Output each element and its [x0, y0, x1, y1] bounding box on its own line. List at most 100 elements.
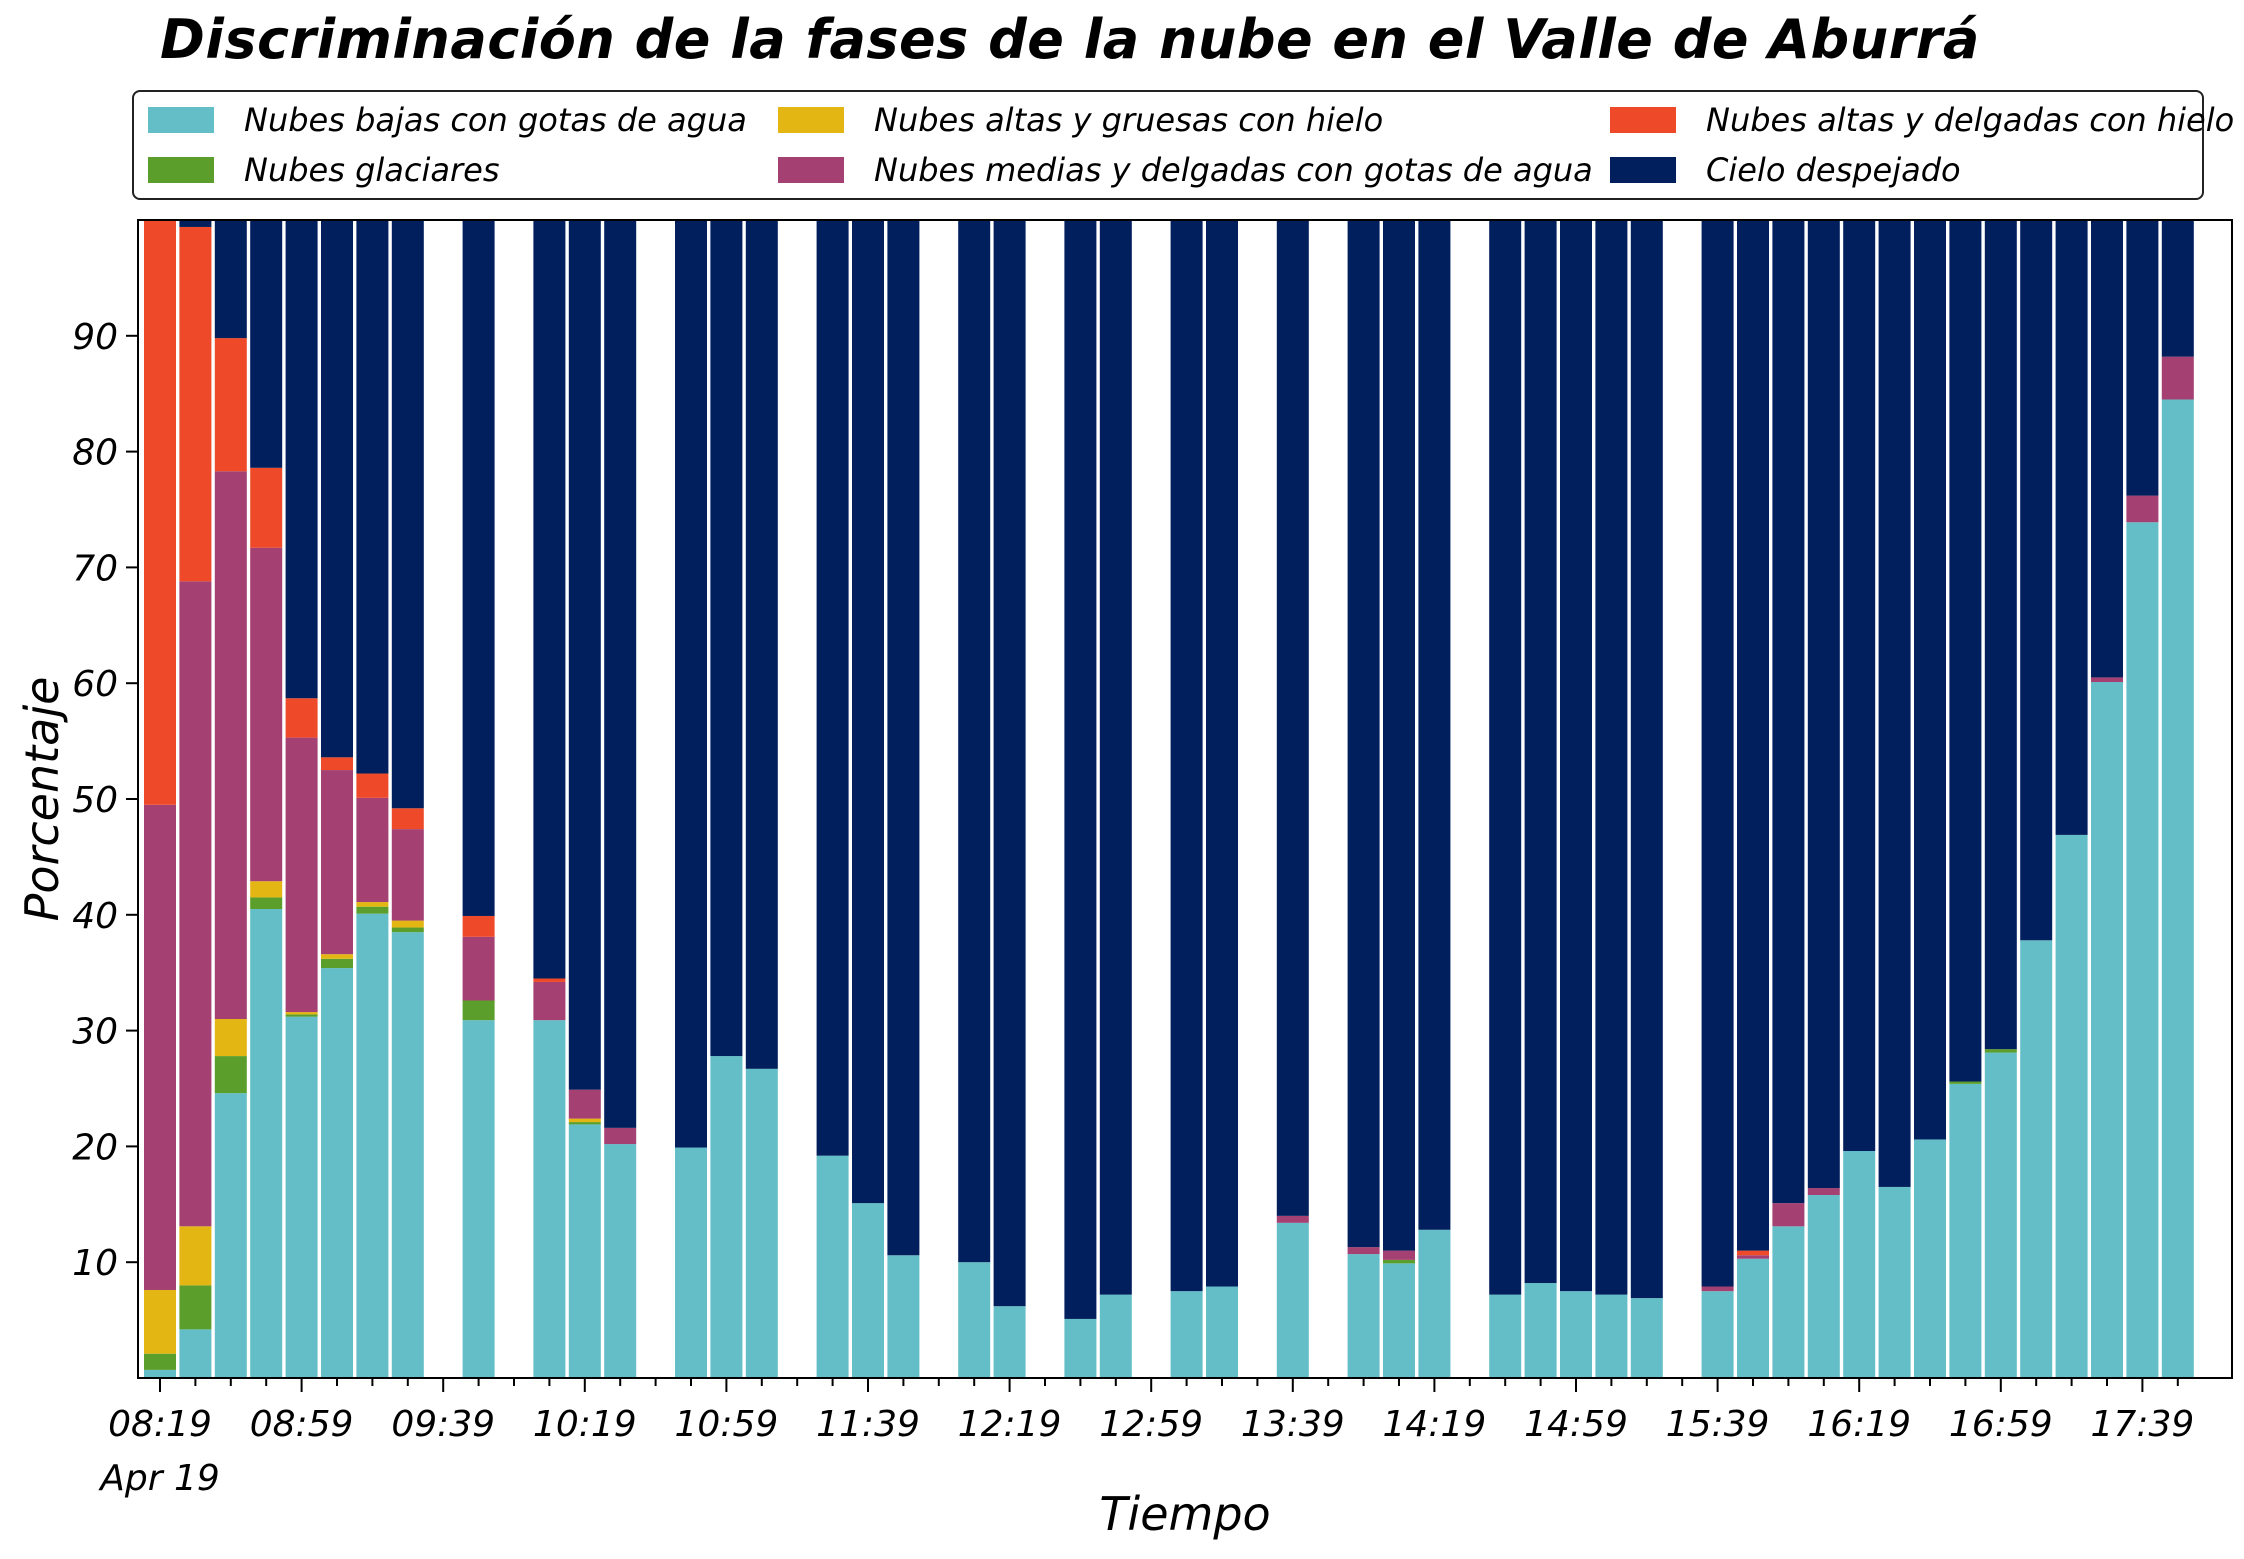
bar-stack-1549	[1737, 220, 1769, 1378]
bar-stack-1339	[1276, 220, 1309, 1378]
y-tick-label: 30	[72, 1012, 118, 1053]
bar-segment-0	[1914, 1139, 1946, 1378]
bar-segment-0	[1843, 1151, 1876, 1378]
bar-segment-0	[1383, 1263, 1415, 1378]
bar-stack-1659	[1984, 220, 2017, 1378]
bar-stack-1709	[2020, 220, 2053, 1378]
bar-segment-0	[887, 1255, 920, 1378]
bar-stack-0909	[321, 220, 353, 1378]
bar-stack-1619	[1843, 220, 1876, 1378]
legend-swatch	[778, 157, 844, 183]
bar-segment-5	[710, 220, 743, 1057]
bar-segment-0	[1984, 1052, 2017, 1378]
x-tick-label: 10:59	[675, 1404, 779, 1445]
bar-segment-0	[1170, 1291, 1203, 1378]
bar-segment-5	[852, 220, 884, 1204]
bar-segment-5	[1630, 220, 1663, 1299]
bar-stack-0859	[285, 220, 318, 1378]
bar-stack-0919	[356, 220, 389, 1378]
bar-segment-0	[2055, 834, 2088, 1378]
bar-segment-3	[1276, 1215, 1309, 1223]
legend-item-cielo-despejado: Cielo despejado	[1610, 145, 1961, 195]
bar-segment-5	[214, 220, 247, 339]
bar-stack-1509	[1595, 220, 1628, 1378]
bar-stack-1149	[887, 220, 920, 1378]
bar-segment-5	[1843, 220, 1876, 1152]
bar-segment-5	[391, 220, 424, 809]
bar-segment-1	[285, 1014, 318, 1017]
bar-segment-0	[958, 1262, 991, 1378]
bar-segment-3	[356, 797, 389, 903]
x-tick-label: 10:19	[533, 1404, 637, 1445]
bar-stack-1249	[1099, 220, 1132, 1378]
bar-segment-1	[1949, 1081, 1982, 1084]
bar-segment-5	[533, 220, 566, 979]
bar-segment-0	[852, 1203, 884, 1378]
bar-segment-3	[533, 981, 566, 1021]
bar-segment-0	[1064, 1318, 1097, 1378]
bar-segment-5	[1949, 220, 1982, 1082]
bar-segment-2	[356, 902, 389, 907]
bar-stack-1629	[1878, 220, 1911, 1378]
bar-segment-0	[356, 913, 389, 1378]
bar-segment-3	[214, 471, 247, 1020]
bar-segment-1	[568, 1122, 601, 1125]
bar-segment-0	[285, 1016, 318, 1378]
bar-segment-0	[1772, 1226, 1805, 1378]
y-axis-label: Porcentaje	[15, 677, 69, 922]
bar-stack-1029	[604, 220, 637, 1378]
bar-segment-0	[214, 1093, 247, 1378]
bar-segment-3	[1807, 1188, 1840, 1196]
bar-stack-1239	[1064, 220, 1097, 1378]
bar-segment-1	[179, 1285, 212, 1330]
bar-segment-0	[675, 1147, 707, 1378]
chart-title: Discriminación de la fases de la nube en…	[160, 8, 1980, 71]
bar-segment-5	[250, 220, 283, 468]
y-tick-label: 10	[72, 1243, 118, 1284]
legend-label: Nubes medias y delgadas con gotas de agu…	[874, 151, 1593, 189]
legend-swatch	[778, 107, 844, 133]
bar-stack-1439	[1489, 220, 1522, 1378]
bar-segment-5	[1737, 220, 1769, 1251]
x-tick-label: 12:59	[1099, 1404, 1203, 1445]
bar-segment-2	[321, 954, 353, 959]
bar-segment-5	[568, 220, 601, 1090]
bar-segment-3	[2161, 356, 2194, 400]
bar-segment-5	[1099, 220, 1132, 1295]
bar-segment-5	[2055, 220, 2088, 835]
x-tick-label: 16:59	[1949, 1404, 2053, 1445]
legend-label: Cielo despejado	[1706, 151, 1961, 189]
bar-stack-1129	[816, 220, 849, 1378]
x-tick-label: 14:59	[1524, 1404, 1628, 1445]
bar-segment-3	[2091, 677, 2123, 683]
x-tick-label: 16:19	[1807, 1404, 1911, 1445]
bar-segment-2	[250, 881, 283, 898]
legend-label: Nubes glaciares	[244, 151, 500, 189]
bar-segment-5	[2161, 220, 2194, 357]
bar-stack-1609	[1807, 220, 1840, 1378]
bar-stack-1139	[852, 220, 884, 1378]
bar-segment-5	[604, 220, 637, 1128]
bar-segment-4	[144, 220, 176, 805]
bar-segment-5	[1170, 220, 1203, 1292]
bar-segment-0	[745, 1068, 778, 1378]
bar-segment-5	[887, 220, 920, 1256]
bar-stack-1219	[993, 220, 1026, 1378]
bar-stack-1309	[1170, 220, 1203, 1378]
bar-segment-0	[250, 909, 283, 1378]
bar-segment-1	[356, 906, 389, 914]
y-tick-label: 90	[72, 317, 118, 358]
bar-segment-1	[214, 1056, 247, 1094]
y-tick-label: 40	[72, 896, 118, 937]
bar-segment-5	[1064, 220, 1097, 1319]
bar-segment-0	[1418, 1229, 1451, 1378]
bar-stack-1049	[675, 220, 707, 1378]
bar-segment-4	[356, 773, 389, 798]
bar-segment-5	[1701, 220, 1734, 1287]
bar-segment-2	[568, 1118, 601, 1123]
bar-stack-1059	[710, 220, 743, 1378]
bar-segment-0	[1347, 1254, 1380, 1378]
bar-stack-1459	[1560, 220, 1592, 1378]
bar-segment-5	[1418, 220, 1451, 1230]
y-tick-label: 50	[72, 780, 118, 821]
